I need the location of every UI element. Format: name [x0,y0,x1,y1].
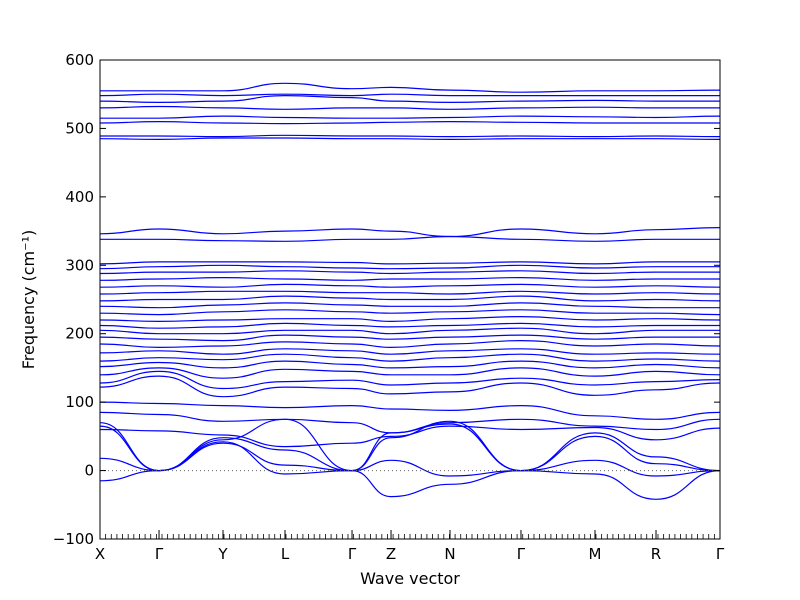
band-4 [99,420,721,472]
y-tick-label: 500 [65,119,94,137]
band-8 [99,375,721,398]
band-5 [99,425,721,448]
band-24 [99,276,720,281]
band-2 [99,437,721,477]
band-36 [99,93,720,97]
band-11 [99,360,721,369]
x-tick-label: Z [386,545,396,563]
band-28 [100,235,720,242]
band-30 [99,137,721,141]
y-axis-title: Frequency (cm⁻¹) [19,230,38,369]
x-tick-label: Γ [348,545,357,563]
band-15 [99,334,720,342]
x-tick-label: Γ [716,545,725,563]
band-31 [100,134,721,138]
x-tick-label: Γ [155,545,164,563]
band-21 [99,295,721,302]
band-12 [99,353,721,362]
band-27 [99,261,720,265]
band-7 [99,401,721,420]
band-22 [99,290,721,295]
band-19 [99,309,721,316]
band-17 [99,322,720,329]
x-tick-label: X [95,545,105,563]
band-lines [99,82,721,500]
band-25 [99,270,720,275]
band-34 [99,105,720,110]
y-tick-label: 100 [65,393,94,411]
band-6 [99,411,721,434]
x-axis-title: Wave vector [360,569,460,588]
y-tick-label: 200 [65,325,94,343]
band-14 [99,339,721,349]
y-tick-label: 300 [65,256,94,274]
band-20 [99,302,720,309]
y-tick-label: −100 [53,530,94,548]
y-tick-label: 400 [65,188,94,206]
band-13 [99,348,721,355]
y-tick-label: 600 [65,51,94,69]
x-tick-label: R [651,545,661,563]
y-tick-label: 0 [84,462,94,480]
band-9 [99,370,721,390]
band-18 [99,315,721,323]
x-tick-label: M [589,545,602,563]
band-1 [99,418,721,500]
band-37 [100,82,721,93]
x-tick-label: N [444,545,455,563]
x-tick-label: Y [217,545,228,563]
band-29 [99,227,721,238]
plot-frame [99,59,721,540]
band-33 [99,115,721,119]
band-32 [99,120,720,125]
band-35 [99,94,720,104]
band-16 [99,327,720,335]
x-tick-label: Γ [517,545,526,563]
y-axis-ticks: −100 0 100 200 300 400 500 600 [53,51,720,548]
x-tick-label: L [281,545,290,563]
band-10 [99,367,721,379]
band-26 [99,264,720,270]
band-23 [99,283,721,288]
